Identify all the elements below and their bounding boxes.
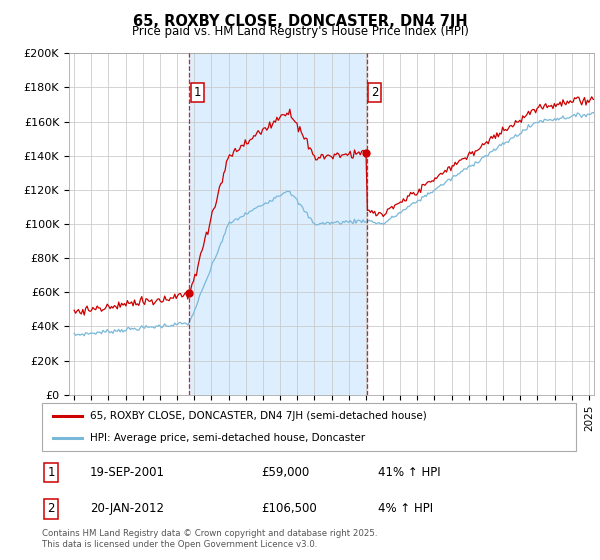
Bar [190,53,367,395]
Text: 2: 2 [47,502,55,515]
Text: £106,500: £106,500 [261,502,317,515]
Text: 65, ROXBY CLOSE, DONCASTER, DN4 7JH: 65, ROXBY CLOSE, DONCASTER, DN4 7JH [133,14,467,29]
Text: Price paid vs. HM Land Registry's House Price Index (HPI): Price paid vs. HM Land Registry's House … [131,25,469,38]
Text: 65, ROXBY CLOSE, DONCASTER, DN4 7JH (semi-detached house): 65, ROXBY CLOSE, DONCASTER, DN4 7JH (sem… [90,411,427,421]
Text: 1: 1 [47,466,55,479]
Text: 19-SEP-2001: 19-SEP-2001 [90,466,165,479]
FancyBboxPatch shape [42,403,576,451]
Text: 4% ↑ HPI: 4% ↑ HPI [379,502,434,515]
Text: Contains HM Land Registry data © Crown copyright and database right 2025.
This d: Contains HM Land Registry data © Crown c… [42,529,377,549]
Text: £59,000: £59,000 [261,466,309,479]
Text: 1: 1 [194,86,201,99]
Text: 2: 2 [371,86,379,99]
Text: 20-JAN-2012: 20-JAN-2012 [90,502,164,515]
Text: 41% ↑ HPI: 41% ↑ HPI [379,466,441,479]
Text: HPI: Average price, semi-detached house, Doncaster: HPI: Average price, semi-detached house,… [90,433,365,443]
